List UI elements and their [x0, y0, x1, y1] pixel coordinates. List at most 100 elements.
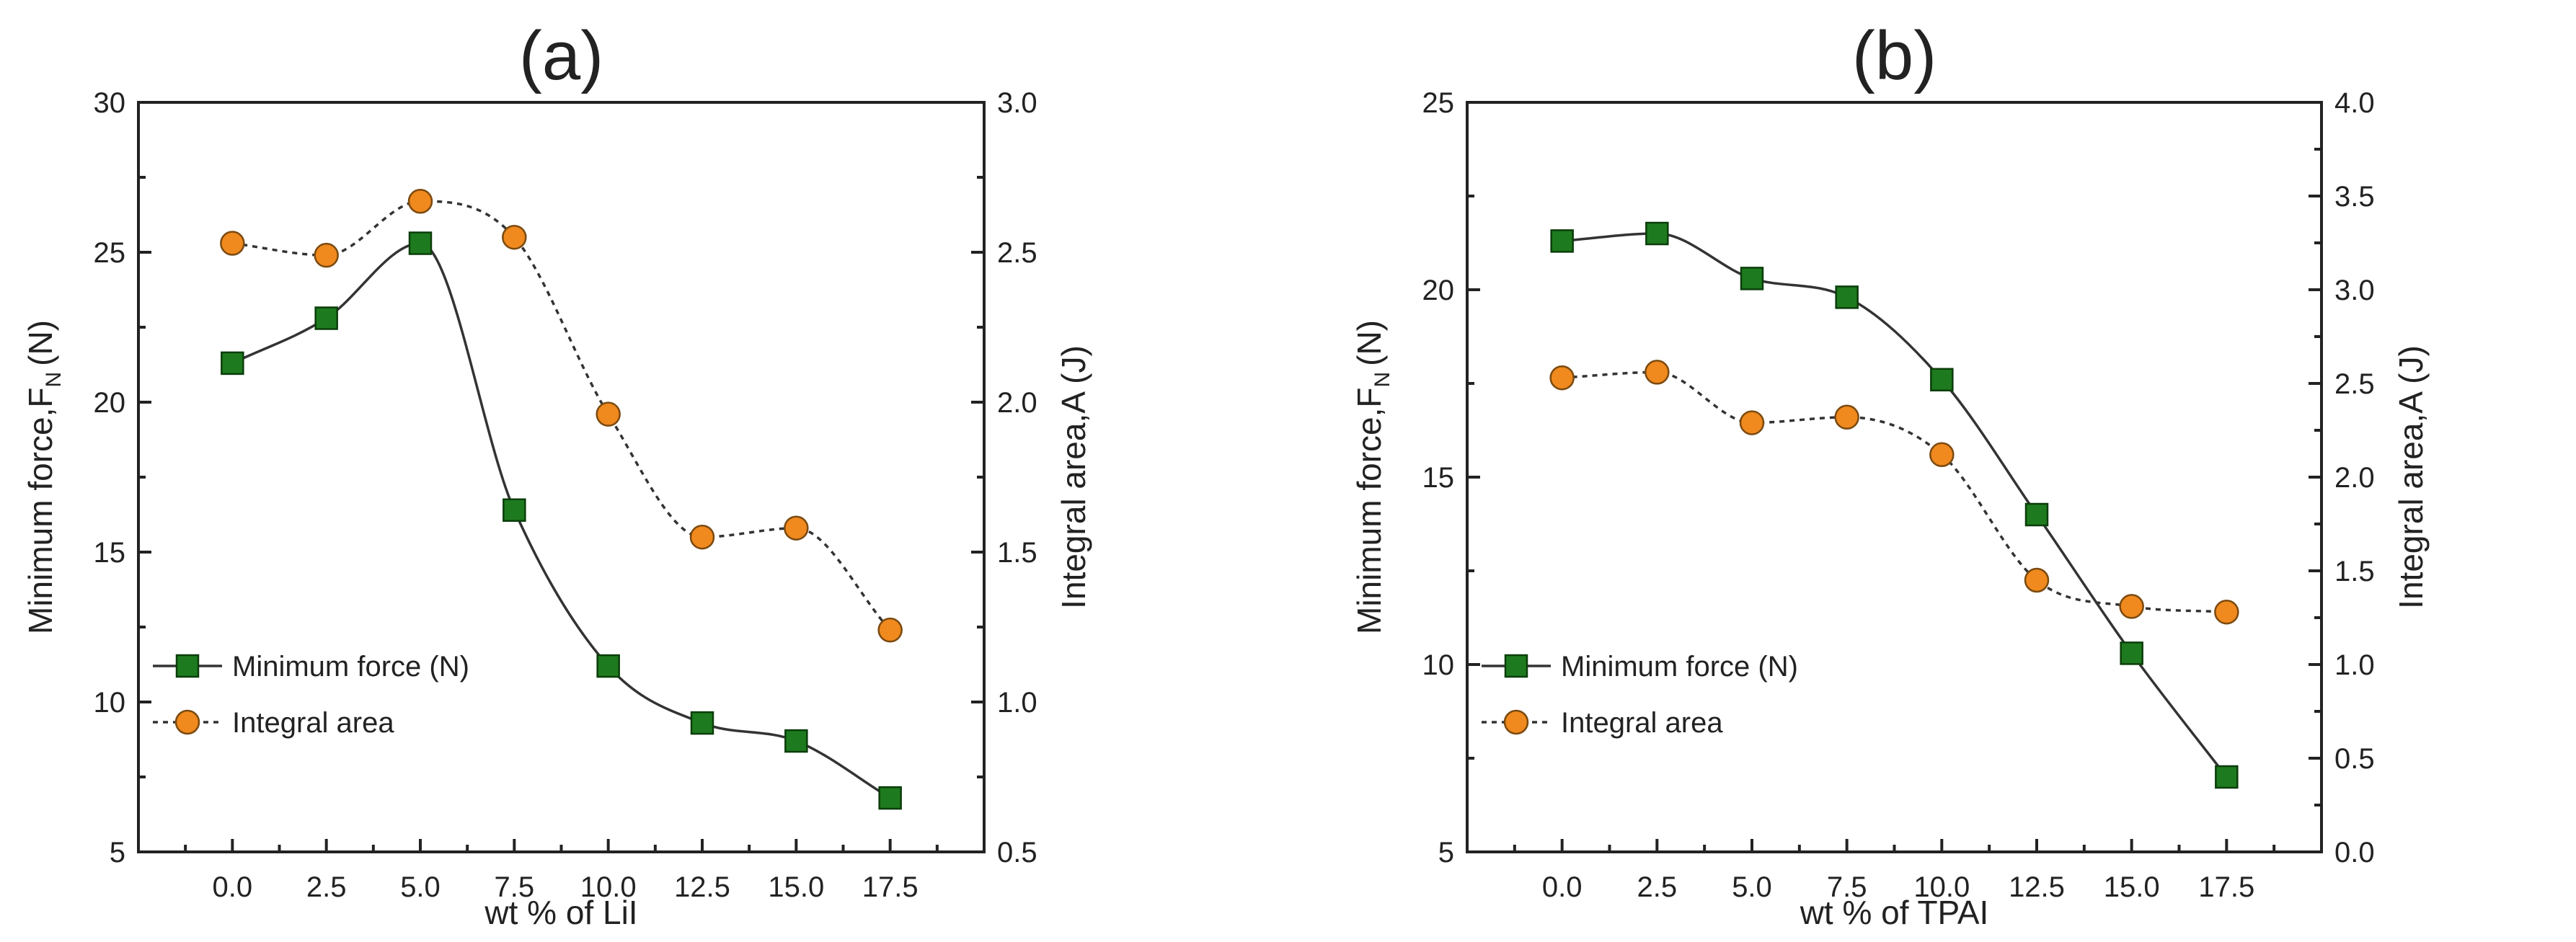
y-left-axis-title-main: Minimum force,F — [22, 388, 59, 634]
y-right-tick-label: 1.0 — [2334, 649, 2375, 681]
data-point-circle — [689, 524, 715, 550]
panel-label: (a) — [519, 17, 603, 94]
y-left-tick-label: 10 — [1422, 649, 1455, 681]
legend-label: Minimum force (N) — [1561, 651, 1798, 683]
y-left-tick-label: 25 — [1422, 87, 1455, 119]
y-right-tick-label: 2.5 — [997, 237, 1037, 269]
data-point-circle — [1549, 365, 1575, 391]
y-right-tick-label: 0.5 — [997, 837, 1037, 868]
series-minimum-force — [221, 231, 902, 810]
data-point-circle — [1645, 360, 1670, 385]
data-point-square — [1645, 221, 1669, 246]
y-left-tick-label: 20 — [1422, 275, 1455, 306]
legend: Minimum force (N) Integral area — [1482, 651, 1798, 739]
data-point-square — [2120, 641, 2143, 665]
series-integral-area — [1549, 360, 2239, 625]
y-left-axis-title-unit: (N) — [22, 320, 59, 366]
data-point-circle — [2024, 567, 2050, 593]
data-point-circle — [502, 224, 527, 250]
data-point-square — [408, 231, 433, 255]
series-minimum-force — [1550, 221, 2239, 789]
y-right-tick-label: 2.5 — [2334, 368, 2375, 400]
x-tick-label: 12.5 — [674, 871, 730, 903]
y-right-tick-label: 2.0 — [997, 387, 1037, 419]
x-tick-label: 17.5 — [2198, 871, 2254, 903]
x-tick-label: 10.0 — [580, 871, 637, 903]
data-point-circle — [1834, 404, 1859, 430]
legend-label: Minimum force (N) — [232, 651, 469, 683]
series-line — [1562, 370, 2227, 613]
x-tick-label: 17.5 — [862, 871, 919, 903]
data-point-circle — [784, 515, 809, 541]
x-tick-label: 7.5 — [1827, 871, 1867, 903]
legend-marker-square — [175, 654, 200, 678]
y-left-axis-title-main: Minimum force,F — [1350, 388, 1388, 634]
legend: Minimum force (N) Integral area — [153, 651, 469, 739]
x-tick-label: 2.5 — [1637, 871, 1678, 903]
y-left-axis-title-sub: N — [42, 372, 66, 388]
y-left-tick-label: 15 — [1422, 462, 1455, 494]
data-point-square — [1835, 285, 1859, 309]
chart-panel-b: (b) 0.0 2.5 5.0 7.5 10.0 12.5 15.0 17.5 5 10 15 20 25… — [1350, 17, 2430, 931]
data-point-square — [878, 786, 902, 810]
data-point-square — [596, 654, 620, 678]
y-right-tick-label: 4.0 — [2334, 87, 2375, 119]
data-point-circle — [1739, 410, 1765, 435]
chart-panel-a: (a) 0.0 2.5 5.0 7.5 10.0 12.5 15.0 17.5 5 10 15 20 25… — [22, 17, 1092, 931]
y-left-tick-label: 15 — [94, 537, 126, 569]
data-point-square — [503, 498, 526, 523]
legend-marker-square — [1504, 654, 1528, 678]
y-right-tick-label: 3.5 — [2334, 181, 2375, 213]
data-point-circle — [407, 189, 433, 214]
y-left-axis-title: Minimum force,FN (N) — [1350, 320, 1394, 634]
x-tick-label: 2.5 — [306, 871, 347, 903]
data-point-square — [1930, 368, 1954, 392]
y-left-tick-label: 5 — [110, 837, 125, 868]
legend-marker-circle — [174, 709, 200, 735]
data-point-square — [690, 711, 714, 735]
x-tick-label: 0.0 — [213, 871, 253, 903]
y-right-tick-label: 1.0 — [997, 687, 1037, 719]
data-point-circle — [2119, 594, 2144, 619]
x-axis-title: wt % of TPAI — [1800, 894, 1989, 931]
data-point-square — [1550, 229, 1574, 253]
y-left-tick-label: 25 — [94, 237, 126, 269]
y-left-tick-label: 30 — [94, 87, 126, 119]
y-right-tick-label: 3.0 — [997, 87, 1037, 119]
x-tick-label: 0.0 — [1542, 871, 1583, 903]
data-point-square — [1740, 267, 1764, 290]
y-left-axis-title-unit: (N) — [1350, 320, 1388, 366]
data-point-circle — [1929, 442, 1955, 468]
x-tick-label: 5.0 — [1732, 871, 1772, 903]
series-integral-area — [220, 189, 903, 643]
data-point-circle — [877, 617, 903, 643]
y-left-tick-label: 5 — [1438, 837, 1454, 868]
legend-marker-circle — [1503, 709, 1529, 735]
y-right-tick-label: 1.5 — [2334, 556, 2375, 587]
y-left-axis-title-sub: N — [1371, 372, 1394, 388]
plot-frame — [1466, 101, 2323, 853]
data-point-circle — [314, 242, 339, 268]
y-right-tick-label: 2.0 — [2334, 462, 2375, 494]
data-point-square — [314, 306, 338, 330]
data-point-square — [2024, 502, 2049, 527]
x-tick-label: 5.0 — [400, 871, 441, 903]
series-line — [1562, 232, 2228, 778]
data-point-square — [2215, 765, 2239, 789]
x-tick-label: 12.5 — [2009, 871, 2065, 903]
y-left-axis-title: Minimum force,FN (N) — [22, 320, 66, 634]
y-right-tick-label: 0.0 — [2334, 837, 2375, 868]
x-tick-label: 15.0 — [768, 871, 824, 903]
plot-frame — [137, 101, 986, 853]
data-point-circle — [596, 401, 621, 427]
panel-label: (b) — [1852, 17, 1937, 94]
data-point-circle — [2214, 599, 2239, 625]
x-tick-label: 10.0 — [1913, 871, 1970, 903]
data-point-square — [221, 351, 244, 376]
y-right-axis-title: Integral area,A (J) — [2392, 345, 2430, 609]
legend-label: Integral area — [1561, 707, 1723, 739]
x-tick-label: 15.0 — [2104, 871, 2160, 903]
y-left-tick-label: 20 — [94, 387, 126, 419]
legend-label: Integral area — [232, 707, 394, 739]
